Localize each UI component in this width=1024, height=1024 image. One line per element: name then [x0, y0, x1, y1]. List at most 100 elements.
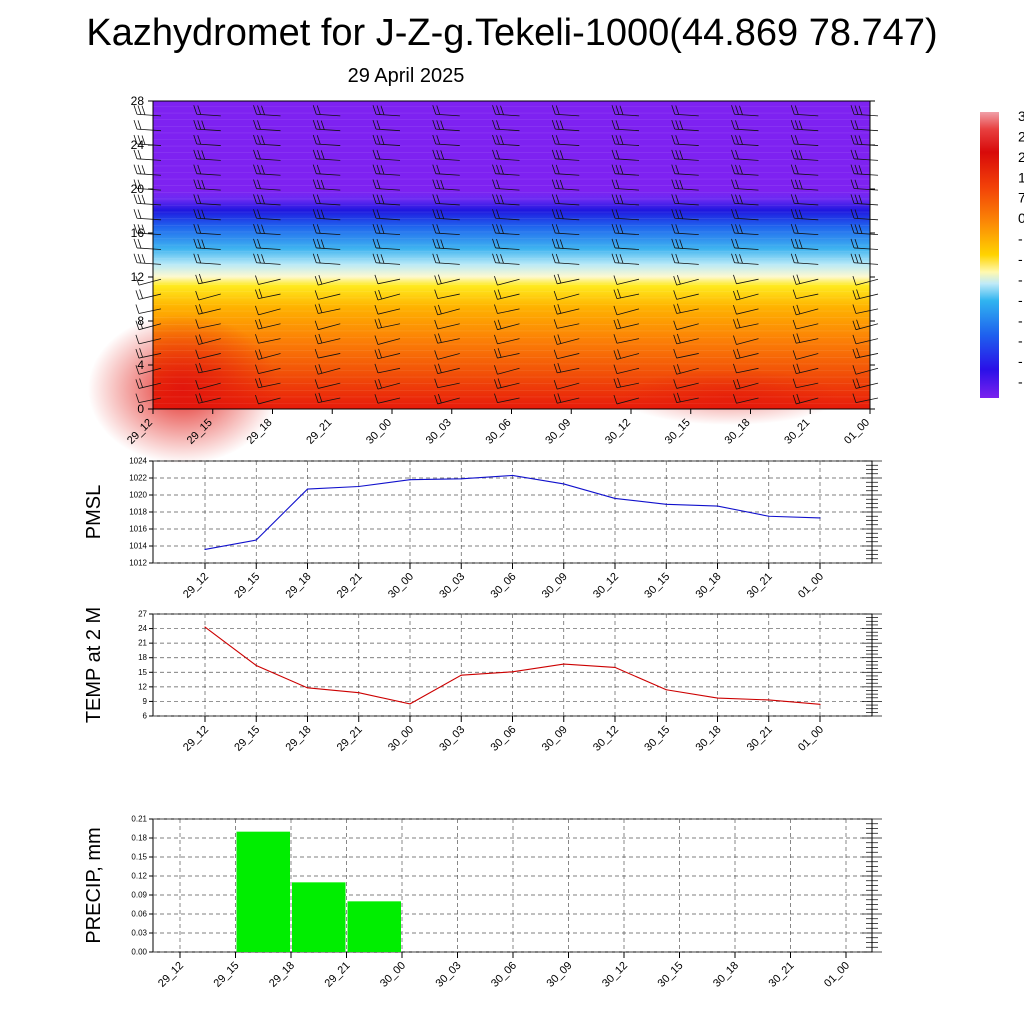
wind-barb	[312, 119, 341, 132]
wind-barb	[312, 238, 341, 250]
wind-barb-flag	[378, 318, 382, 328]
wind-barb	[314, 392, 341, 404]
wind-barb-flag	[671, 253, 676, 263]
wind-barb-flag	[434, 319, 439, 330]
wind-barb	[135, 378, 162, 389]
wind-barb-flag	[193, 119, 198, 130]
wind-barb-flag	[790, 209, 795, 219]
wind-barb	[850, 149, 879, 161]
wind-barb-flag	[611, 179, 616, 189]
wind-barb	[372, 253, 401, 265]
wind-barb	[135, 348, 162, 359]
wind-barb-flag	[320, 120, 325, 130]
x-tick-label: 30_03	[437, 571, 467, 601]
wind-barb	[135, 334, 162, 345]
wind-barb-flag	[854, 179, 859, 189]
wind-barb-flag	[437, 393, 442, 404]
wind-barb-flag	[253, 223, 257, 234]
wind-barb-staff	[437, 293, 460, 300]
wind-barb-flag	[790, 105, 795, 115]
wind-barb	[133, 223, 162, 236]
wind-barb-flag	[195, 319, 200, 329]
y-tick-label: 1016	[129, 525, 147, 534]
wind-barb-flag	[615, 179, 620, 189]
data-point	[409, 479, 411, 481]
wind-barb-flag	[133, 194, 138, 204]
wind-barb	[852, 319, 879, 331]
wind-barb	[312, 209, 341, 221]
wind-barb-staff	[377, 308, 401, 315]
wind-barb-staff	[258, 308, 281, 316]
y-tick-label: 1014	[129, 542, 147, 551]
wind-barb	[673, 348, 699, 359]
wind-barb-flag	[854, 224, 859, 234]
x-tick-label: 30_03	[434, 960, 464, 990]
wind-barb-staff	[497, 278, 520, 286]
wind-barb-flag	[432, 194, 437, 204]
wind-barb-staff	[377, 338, 401, 345]
wind-barb	[314, 275, 341, 286]
wind-barb	[432, 179, 460, 191]
x-tick-label: 29_18	[267, 960, 297, 990]
wind-barb-flag	[731, 134, 735, 145]
wind-barb-flag	[555, 194, 560, 204]
wind-barb-flag	[675, 120, 680, 130]
y-tick-label: 16	[131, 226, 145, 240]
wind-barb	[314, 333, 341, 345]
wind-barb-flag	[374, 319, 379, 329]
wind-barb-staff	[497, 353, 520, 359]
wind-barb-staff	[796, 382, 819, 389]
wind-barb	[731, 164, 759, 176]
wind-barb-flag	[735, 194, 739, 204]
wind-barb-flag	[733, 363, 737, 374]
wind-barb-flag	[496, 149, 500, 160]
wind-barb	[372, 164, 401, 176]
data-point	[716, 697, 719, 699]
wind-barb-flag	[193, 209, 198, 219]
wind-barb-flag	[436, 209, 441, 219]
wind-barb	[673, 392, 699, 404]
wind-barb	[733, 318, 759, 329]
wind-barb-staff	[316, 217, 341, 221]
wind-barb-flag	[314, 365, 319, 375]
wind-barb	[492, 253, 520, 265]
wind-barb-flag	[611, 209, 616, 219]
wind-barb-flag	[312, 179, 317, 189]
wind-barb-staff	[497, 397, 520, 404]
wind-barb-flag	[434, 275, 439, 285]
wind-barb	[314, 364, 341, 375]
wind-barb-flag	[314, 393, 319, 403]
wind-barb-flag	[193, 223, 198, 234]
wind-barb-flag	[551, 105, 556, 115]
wind-barb-flag	[679, 150, 684, 160]
wind-barb-flag	[675, 105, 680, 115]
wind-barb-flag	[261, 165, 265, 175]
wind-barb-flag	[679, 179, 684, 190]
wind-barb	[850, 119, 879, 132]
y-tick-label: 1022	[129, 474, 147, 483]
wind-barb-flag	[794, 224, 799, 234]
data-point	[768, 515, 770, 517]
data-point	[204, 548, 206, 551]
wind-barb	[792, 363, 819, 374]
wind-barb	[551, 119, 580, 132]
wind-barb	[255, 275, 281, 285]
wind-barb-flag	[141, 165, 146, 175]
wind-barb-flag	[492, 238, 496, 249]
wind-barb	[492, 209, 520, 221]
wind-barb-flag	[611, 119, 616, 130]
wind-barb	[494, 348, 520, 359]
wind-barb-flag	[794, 135, 799, 145]
wind-barb-flag	[675, 194, 680, 204]
wind-barb	[731, 223, 759, 236]
wind-barb	[372, 238, 401, 250]
wind-barb-flag	[733, 290, 737, 301]
wind-barb	[852, 276, 879, 286]
wind-barb-flag	[372, 179, 377, 189]
x-tick-label: 30_18	[711, 960, 741, 990]
y-tick-label: 12	[131, 270, 145, 284]
wind-barb-flag	[432, 238, 437, 249]
wind-barb	[553, 304, 580, 315]
wind-barb	[372, 105, 401, 117]
wind-barb-flag	[551, 194, 556, 204]
